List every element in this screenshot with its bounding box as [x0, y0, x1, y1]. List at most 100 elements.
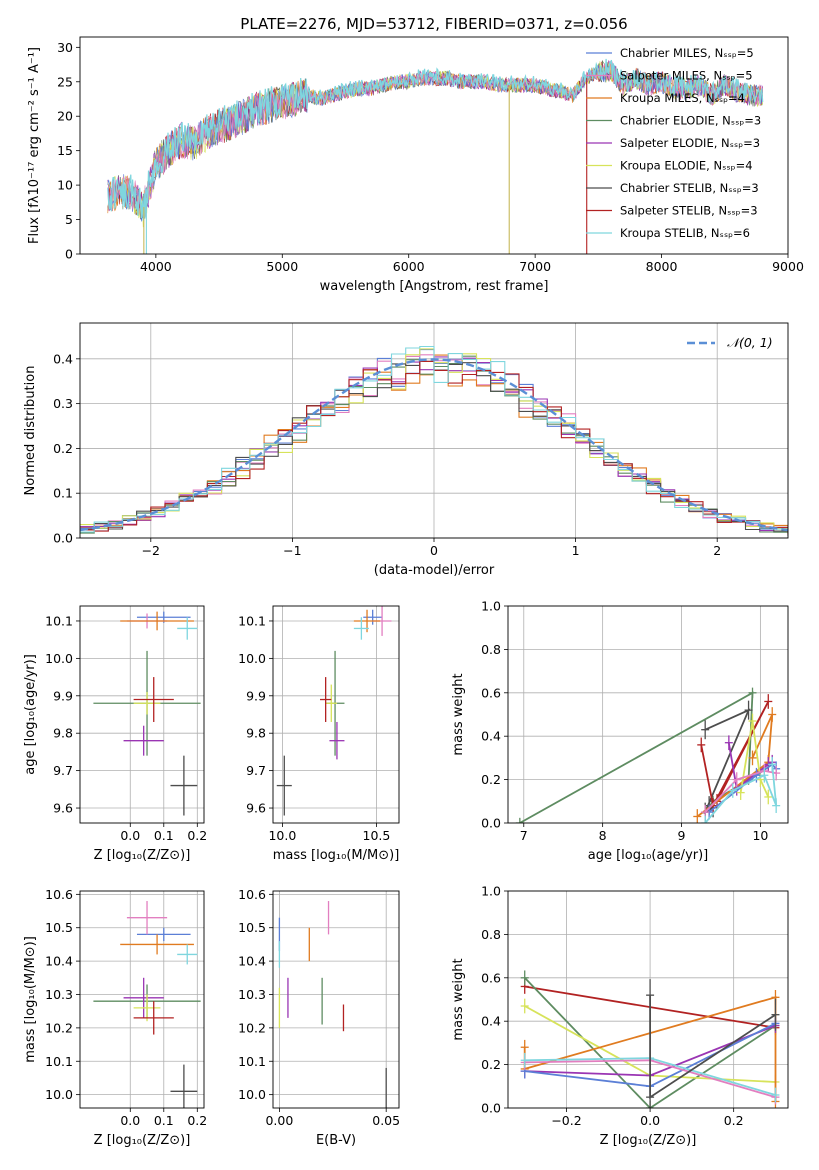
weight-series-line: [727, 742, 773, 790]
y-tick-label: 15: [57, 143, 73, 158]
errorbar-point: [329, 721, 345, 760]
x-tick-label: 7000: [519, 259, 551, 274]
errorbar-point: [120, 934, 194, 955]
x-tick-label: 0.2: [187, 828, 207, 843]
x-axis-label: (data-model)/error: [374, 563, 495, 578]
y-axis-label: mass weight: [451, 673, 466, 755]
plot-area: [276, 606, 392, 816]
errorbar-point: [320, 677, 332, 722]
y-tick-label: 9.7: [53, 763, 73, 778]
x-axis-label: mass [log₁₀(M/M⊙)]: [273, 848, 400, 863]
y-tick-label: 10.0: [238, 1087, 266, 1102]
y-tick-label: 9.6: [246, 801, 266, 816]
x-tick-label: −0.2: [551, 1113, 581, 1128]
x-tick-label: 0.1: [154, 828, 174, 843]
errorbar-point: [133, 1001, 174, 1035]
gaussian-curve: [80, 358, 788, 532]
y-tick-label: 9.9: [246, 688, 266, 703]
y-tick-label: 10.3: [45, 987, 73, 1002]
axes-frame: [272, 605, 400, 824]
weight-series-line: [704, 769, 777, 813]
legend-entry: Salpeter MILES, Nₛₛₚ=5: [620, 69, 753, 83]
legend: Chabrier MILES, Nₛₛₚ=5 Salpeter MILES, Nₛ…: [586, 46, 761, 240]
y-tick-label: 0.6: [481, 685, 501, 700]
plot-area: [80, 345, 788, 537]
y-tick-label: 10.4: [45, 954, 73, 969]
panel-weight-vs-Z: −0.2 0.0 0.2 0.0 0.2 0.4 0.6 0.8 1.0 Z [log₁₀(Z/Z…: [451, 884, 789, 1148]
y-tick-label: 10.4: [238, 954, 266, 969]
y-tick-label: 10: [57, 178, 73, 193]
axes-frame: [507, 605, 789, 824]
y-axis-label: age [log₁₀(age/yr)]: [23, 654, 38, 775]
x-tick-label: 0.0: [640, 1113, 660, 1128]
plot-area: [278, 901, 387, 1108]
y-tick-label: 0.8: [481, 927, 501, 942]
legend-entry: Chabrier MILES, Nₛₛₚ=5: [620, 46, 754, 60]
y-tick-label: 10.6: [45, 887, 73, 902]
y-tick-label: 5: [65, 212, 73, 227]
errorbar-point: [170, 1064, 198, 1108]
y-tick-label: 10.0: [45, 651, 73, 666]
errorbar-point: [123, 977, 164, 1018]
axes-frame: [272, 890, 400, 1109]
y-tick-label: 0.0: [53, 531, 73, 546]
y-tick-label: 0.2: [481, 772, 501, 787]
x-tick-label: 0.05: [372, 1113, 400, 1128]
y-tick-label: 9.8: [53, 726, 73, 741]
y-tick-label: 1.0: [481, 884, 501, 899]
legend-entry: Chabrier ELODIE, Nₛₛₚ=3: [620, 114, 761, 128]
y-tick-label: 0: [65, 247, 73, 262]
panel-mass-vs-Z: 0.0 0.1 0.2 10.0 10.1 10.2 10.3 10.4 10.5 10.6 Z […: [23, 887, 207, 1148]
y-axis-label: mass [log₁₀(M/M⊙)]: [23, 936, 38, 1063]
y-tick-label: 10.5: [238, 920, 266, 935]
y-axis-label: Normed distribution: [23, 366, 38, 496]
plot-area: [520, 970, 780, 1108]
x-tick-label: 7: [520, 828, 528, 843]
errorbar-point: [325, 684, 337, 722]
x-axis-label: Z [log₁₀(Z/Z⊙)]: [600, 1133, 697, 1148]
panel-age-vs-mass: 10.0 10.5 9.6 9.7 9.8 9.9 10.0 10.1 mass [log₁₀(…: [238, 605, 400, 863]
y-tick-label: 0.4: [53, 351, 73, 366]
y-tick-label: 1.0: [481, 599, 501, 614]
legend-entry: Kroupa ELODIE, Nₛₛₚ=4: [620, 159, 753, 173]
weight-series-line: [524, 977, 776, 1108]
y-tick-label: 10.0: [45, 1087, 73, 1102]
y-tick-label: 10.2: [45, 1020, 73, 1035]
x-tick-label: 0.1: [154, 1113, 174, 1128]
y-tick-label: 10.1: [238, 613, 266, 628]
y-tick-label: 30: [57, 40, 73, 55]
x-tick-label: 0: [430, 543, 438, 558]
panel-spectrum: 4000 5000 6000 7000 8000 9000 0 5 10 15 20 25 30 wave…: [27, 36, 804, 294]
y-tick-label: 10.1: [45, 613, 73, 628]
y-tick-label: 10.0: [238, 651, 266, 666]
errorbar-point: [120, 611, 194, 631]
panel-weight-vs-age: 7 8 9 10 0.0 0.2 0.4 0.6 0.8 1.0 age [log₁₀(age/yr…: [451, 599, 789, 863]
plot-area: [93, 611, 201, 816]
errorbar-point: [276, 755, 292, 816]
panel-age-vs-Z: 0.0 0.1 0.2 9.6 9.7 9.8 9.9 10.0 10.1 Z [log₁₀(Z/…: [23, 605, 207, 863]
errorbar-point: [170, 755, 198, 816]
x-tick-label: 10: [752, 828, 768, 843]
plot-area: [93, 901, 201, 1108]
y-tick-label: 25: [57, 74, 73, 89]
axes-frame: [507, 890, 789, 1109]
x-tick-label: 0.00: [265, 1113, 293, 1128]
y-tick-label: 9.6: [53, 801, 73, 816]
x-tick-label: −1: [283, 543, 301, 558]
y-tick-label: 10.3: [238, 987, 266, 1002]
y-tick-label: 0.1: [53, 486, 73, 501]
legend-entry: 𝒩(0, 1): [727, 335, 773, 350]
y-tick-label: 10.5: [45, 920, 73, 935]
errorbar-point: [353, 617, 369, 640]
errorbar-point: [177, 944, 198, 965]
y-tick-label: 9.8: [246, 726, 266, 741]
y-tick-label: 10.1: [238, 1054, 266, 1069]
x-tick-label: 9000: [772, 259, 804, 274]
errorbar-point: [133, 677, 174, 722]
errorbar-point: [136, 927, 191, 942]
x-tick-label: 0.0: [120, 828, 140, 843]
x-tick-label: 9: [678, 828, 686, 843]
y-tick-label: 20: [57, 109, 73, 124]
legend-entry: Kroupa MILES, Nₛₛₚ=4: [620, 91, 745, 105]
